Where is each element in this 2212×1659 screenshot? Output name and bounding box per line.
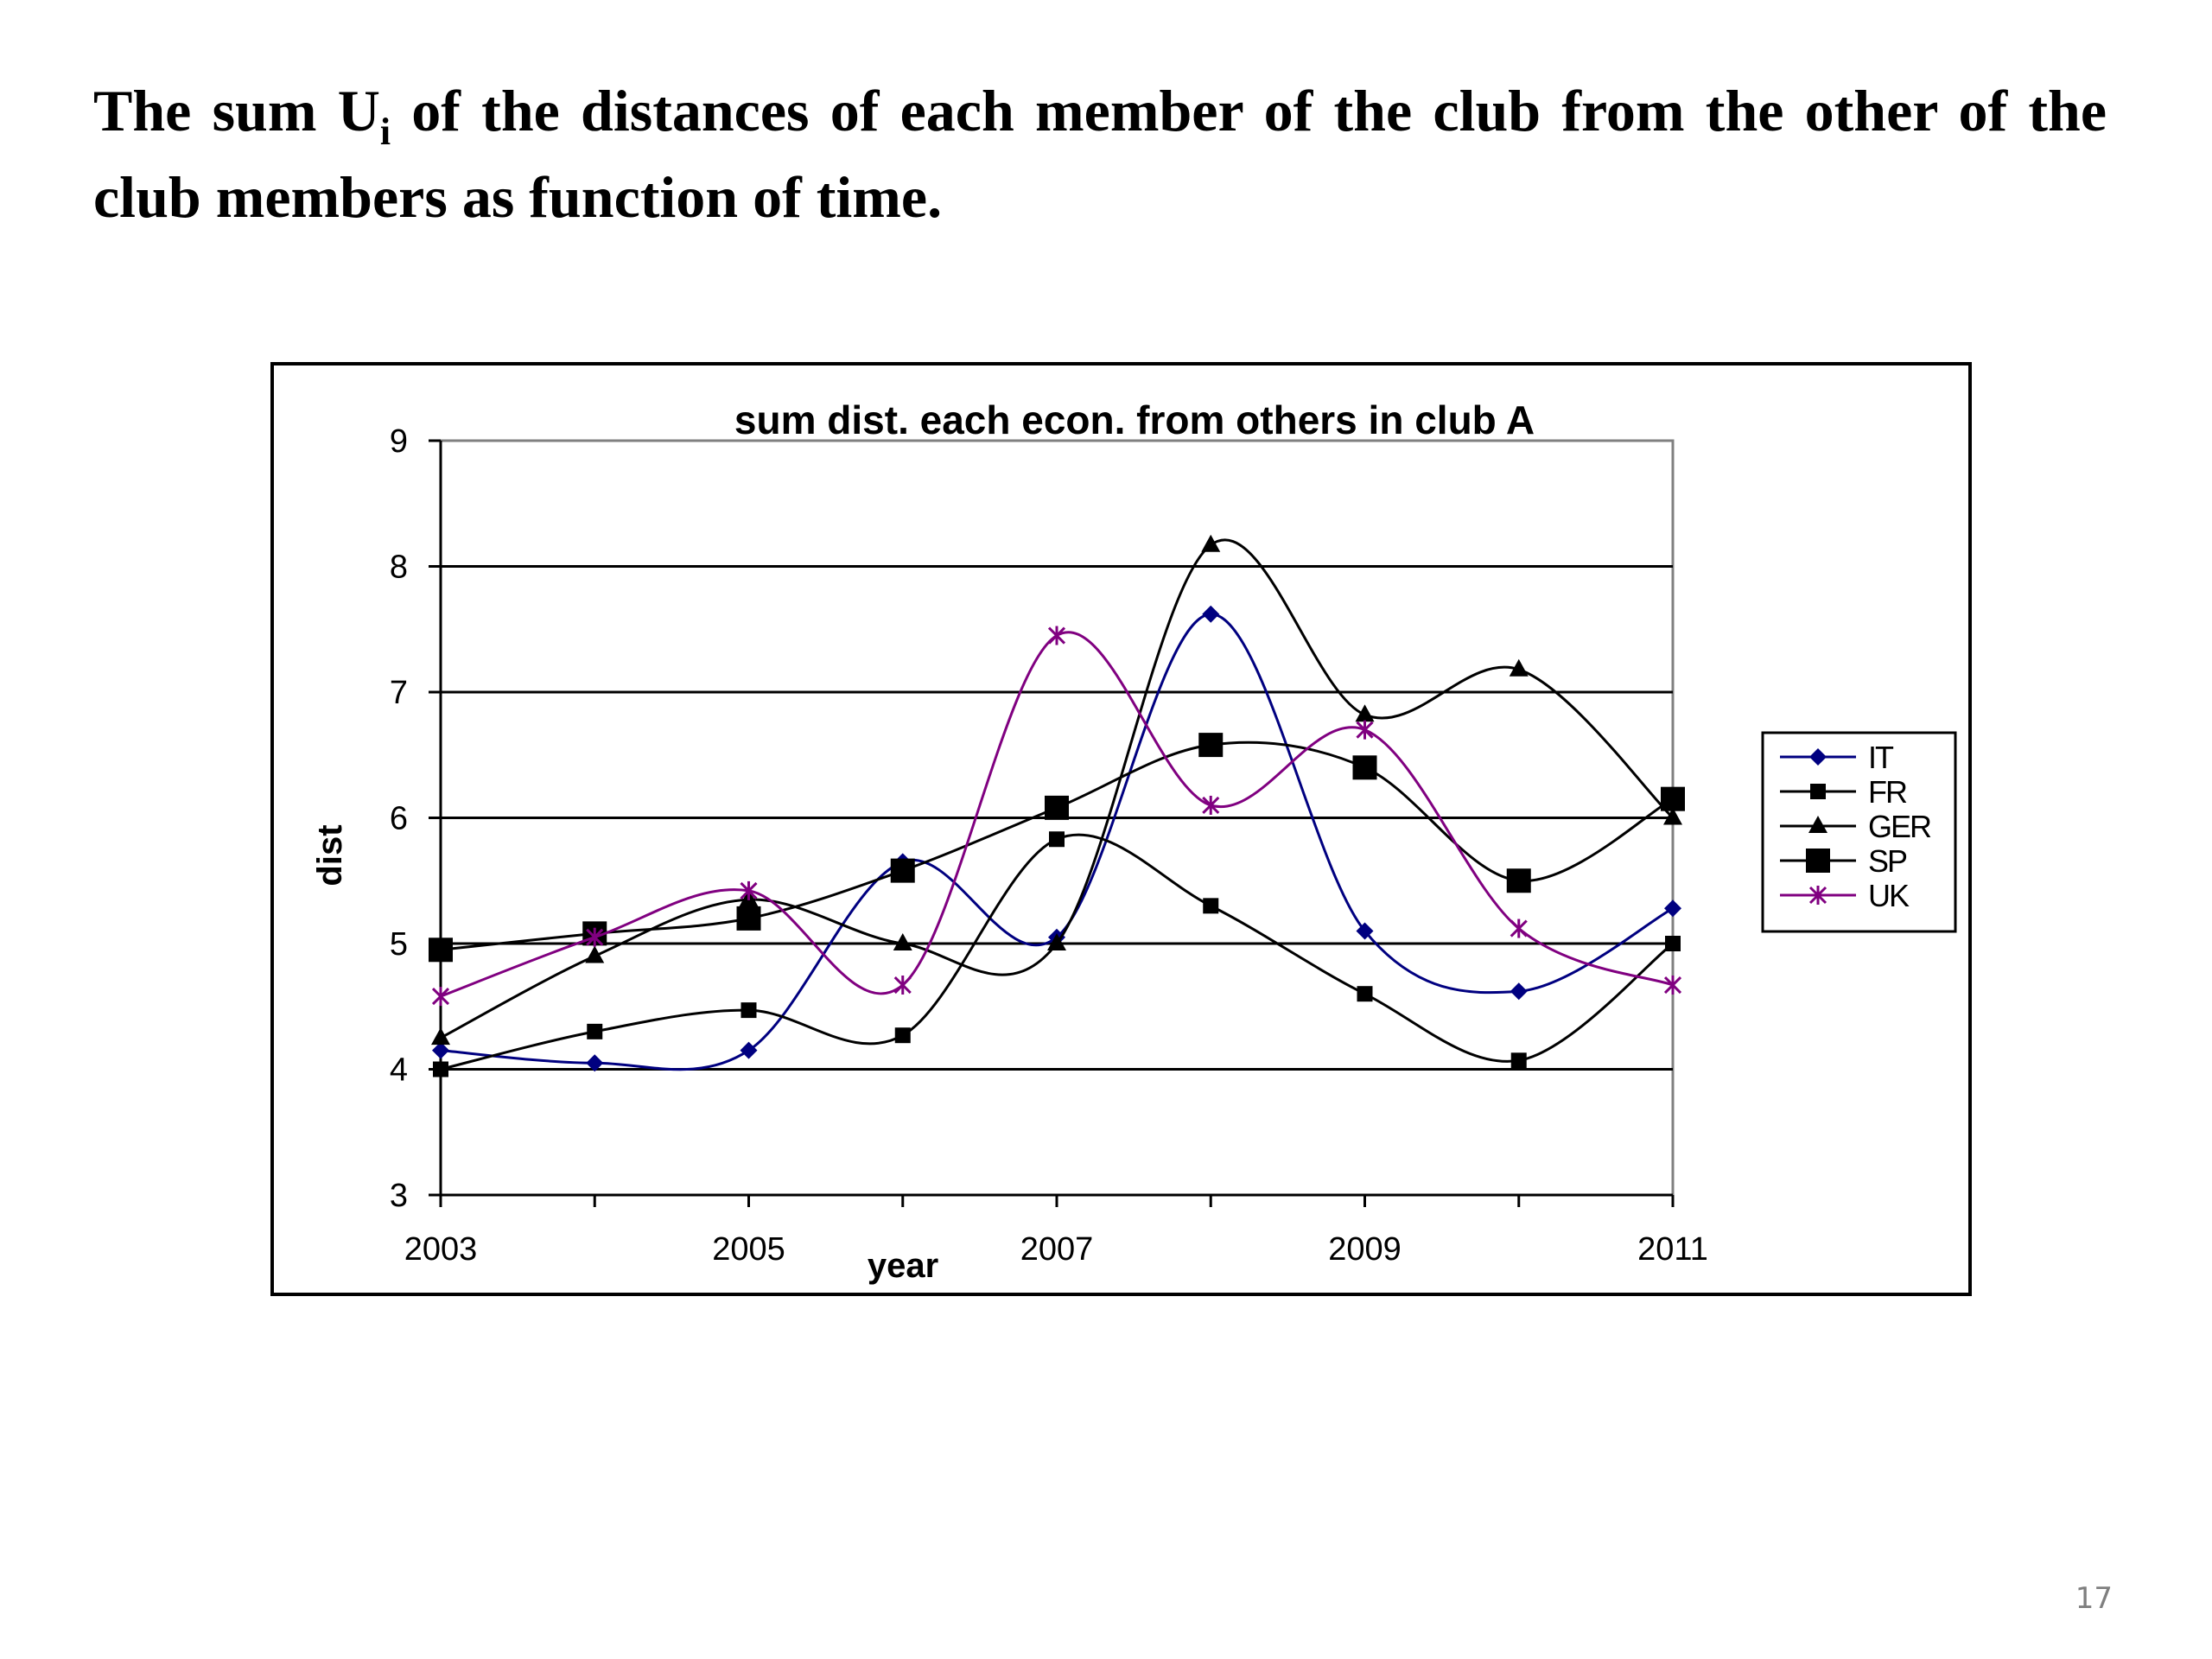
legend-marker-sp <box>1806 849 1830 873</box>
data-point-ger <box>1509 658 1529 677</box>
data-point-uk <box>1047 626 1066 645</box>
series-sp <box>429 733 1685 963</box>
data-point-uk <box>1663 976 1682 995</box>
data-point-it <box>586 1054 604 1072</box>
data-point-sp <box>1506 868 1531 893</box>
data-point-fr <box>1049 831 1065 848</box>
data-point-fr <box>1665 936 1681 951</box>
legend-label-sp: SP <box>1868 843 1907 879</box>
data-point-sp <box>429 938 453 963</box>
legend-marker-ger <box>1808 816 1827 833</box>
y-tick-label: 3 <box>390 1178 408 1214</box>
legend-item-ger: GER <box>1780 809 1933 844</box>
data-point-fr <box>1357 986 1373 1002</box>
data-point-uk <box>1356 720 1374 740</box>
slide-title-start: The sum U <box>93 78 380 143</box>
data-point-it <box>1202 605 1220 623</box>
x-axis-label: year <box>868 1247 938 1285</box>
data-point-fr <box>894 1027 911 1044</box>
legend-item-it: IT <box>1780 740 1896 775</box>
legend-marker-it <box>1809 748 1827 766</box>
data-point-uk <box>740 880 758 900</box>
x-tick-label: 2005 <box>712 1231 785 1268</box>
data-point-ger <box>1355 704 1375 722</box>
legend-marker-uk <box>1808 886 1827 905</box>
x-axis-ticks: 2003 2005 2007 2009 2011 <box>404 1195 1708 1268</box>
data-point-fr <box>587 1023 603 1039</box>
data-point-it <box>1356 922 1374 940</box>
data-point-uk <box>586 927 604 947</box>
data-point-uk <box>893 976 912 995</box>
slide-title-rest: of the distances of each member of the c… <box>93 78 2107 230</box>
data-point-fr <box>433 1061 448 1077</box>
x-tick-label: 2007 <box>1020 1231 1094 1268</box>
series-fr <box>433 831 1681 1077</box>
data-point-ger <box>431 1027 450 1046</box>
slide-title-subscript: i <box>379 111 391 153</box>
series-ger <box>431 534 1682 1046</box>
legend-item-fr: FR <box>1780 774 1909 810</box>
data-point-uk <box>1510 918 1528 938</box>
legend-item-uk: UK <box>1780 878 1911 913</box>
data-point-uk <box>1202 795 1220 815</box>
legend-label-it: IT <box>1868 740 1894 775</box>
y-tick-label: 8 <box>390 550 408 586</box>
data-point-fr <box>1510 1052 1527 1069</box>
y-axis-ticks: 3 4 5 6 7 8 9 <box>390 423 441 1214</box>
y-tick-label: 7 <box>390 675 408 711</box>
data-point-fr <box>741 1002 757 1019</box>
data-point-ger <box>1201 534 1221 552</box>
y-tick-label: 5 <box>390 926 408 963</box>
data-point-it <box>740 1041 758 1059</box>
data-point-it <box>1510 982 1528 1001</box>
x-tick-label: 2003 <box>404 1231 478 1268</box>
legend-box <box>1761 731 1957 933</box>
series-line-ger <box>440 538 1675 1039</box>
page-number: 17 <box>2075 1581 2113 1616</box>
legend-label-uk: UK <box>1868 878 1910 913</box>
data-point-sp <box>1661 786 1685 811</box>
data-point-sp <box>736 906 761 931</box>
x-tick-label: 2011 <box>1637 1231 1708 1268</box>
data-point-sp <box>1352 755 1377 780</box>
data-point-uk <box>431 987 450 1007</box>
y-tick-label: 4 <box>390 1052 408 1089</box>
data-point-ger <box>893 933 912 950</box>
x-tick-label: 2009 <box>1328 1231 1402 1268</box>
series-layer <box>429 534 1685 1077</box>
data-point-ger <box>1663 807 1682 825</box>
series-uk <box>431 626 1682 1007</box>
legend-label-fr: FR <box>1868 774 1907 810</box>
data-point-it <box>1664 899 1681 918</box>
series-line-it <box>440 613 1674 1071</box>
legend-marker-fr <box>1810 784 1826 799</box>
slide-title: The sum Ui of the distances of each memb… <box>93 67 2107 240</box>
data-point-fr <box>1203 898 1219 914</box>
data-point-ger <box>1047 933 1066 950</box>
y-tick-label: 6 <box>390 801 408 837</box>
legend-item-sp: SP <box>1780 843 1909 879</box>
legend-label-ger: GER <box>1868 809 1931 844</box>
data-point-sp <box>1045 795 1069 820</box>
data-point-it <box>432 1041 449 1059</box>
data-point-sp <box>1198 733 1224 758</box>
data-point-ger <box>585 945 605 963</box>
chart-title: sum dist. each econ. from others in club… <box>734 397 1535 442</box>
data-point-sp <box>890 858 915 883</box>
y-axis-label: dist <box>311 824 349 886</box>
y-tick-label: 9 <box>390 423 408 460</box>
